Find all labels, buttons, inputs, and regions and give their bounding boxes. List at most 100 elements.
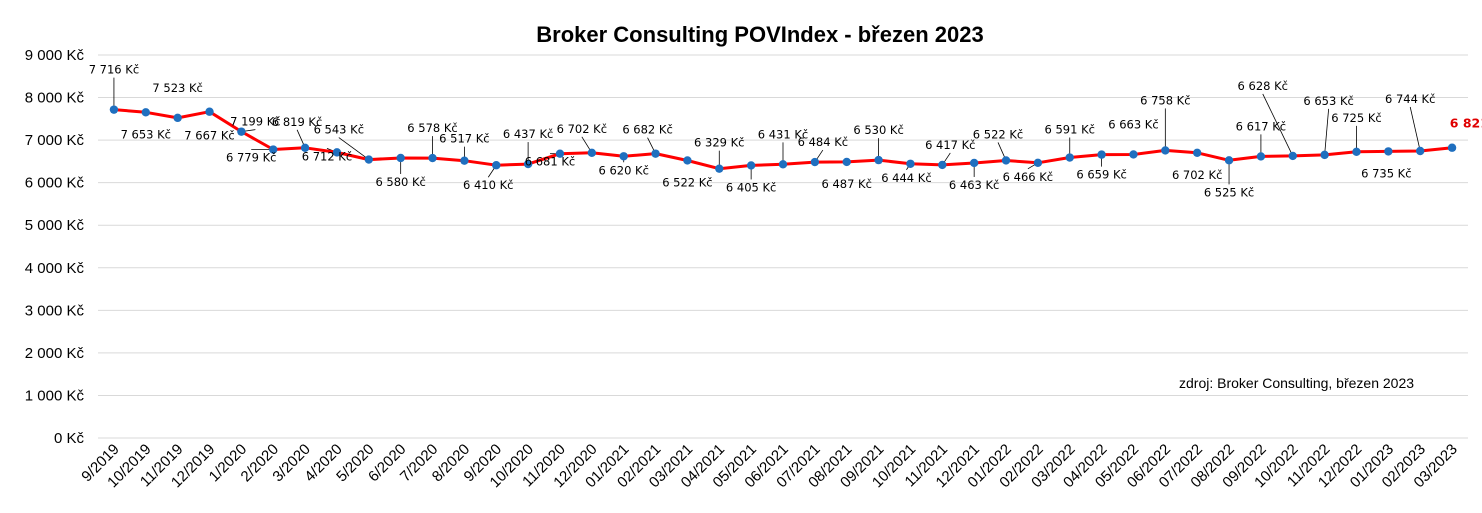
data-label: 6 517 Kč xyxy=(439,132,489,146)
data-label: 6 329 Kč xyxy=(694,136,744,150)
data-point xyxy=(428,153,437,163)
data-point xyxy=(587,148,597,157)
data-point xyxy=(1256,152,1266,161)
data-label: 6 744 Kč xyxy=(1385,92,1435,106)
y-tick-label: 6 000 Kč xyxy=(25,175,85,192)
y-tick-label: 4 000 Kč xyxy=(25,260,85,277)
data-point xyxy=(906,159,915,168)
data-label: 7 716 Kč xyxy=(89,63,139,77)
data-point xyxy=(651,149,660,158)
data-point xyxy=(683,156,692,165)
data-point xyxy=(109,105,119,114)
data-label: 6 525 Kč xyxy=(1204,185,1254,199)
data-label: 6 682 Kč xyxy=(622,123,672,137)
leader-line xyxy=(1262,93,1294,157)
data-point xyxy=(1384,147,1393,156)
data-label: 6 617 Kč xyxy=(1236,119,1286,133)
data-point xyxy=(237,127,246,136)
data-point xyxy=(1192,148,1202,157)
data-label: 6 653 Kč xyxy=(1303,94,1353,108)
data-point xyxy=(332,148,342,157)
data-label: 6 819 Kč xyxy=(272,115,322,129)
data-point xyxy=(523,159,533,169)
data-point xyxy=(173,113,182,123)
data-label: 6 681 Kč xyxy=(525,155,575,169)
data-point xyxy=(619,152,628,161)
data-point xyxy=(205,107,214,116)
data-point xyxy=(715,164,724,173)
data-label: 7 523 Kč xyxy=(152,81,202,95)
data-point xyxy=(874,155,883,165)
y-tick-label: 3 000 Kč xyxy=(25,302,85,319)
data-label: 6 437 Kč xyxy=(503,127,553,141)
y-tick-label: 5 000 Kč xyxy=(25,217,85,234)
data-point xyxy=(1447,143,1457,152)
data-label: 6 712 Kč xyxy=(302,149,352,163)
data-label: 6 663 Kč xyxy=(1108,117,1158,131)
leader-line xyxy=(338,137,370,160)
data-point xyxy=(460,156,469,165)
y-tick-label: 1 000 Kč xyxy=(25,387,85,404)
data-point xyxy=(1416,146,1425,156)
data-label: 6 702 Kč xyxy=(557,122,607,136)
data-label: 6 758 Kč xyxy=(1140,93,1190,107)
y-axis-ticks: 0 Kč 1 000 Kč 2 000 Kč 3 000 Kč 4 000 Kč 5 00… xyxy=(25,47,85,447)
data-point xyxy=(1001,156,1011,165)
data-label: 6 578 Kč xyxy=(407,121,457,135)
data-point xyxy=(1129,150,1138,159)
data-label: 6 522 Kč xyxy=(662,175,712,189)
data-label: 6 620 Kč xyxy=(598,163,648,177)
data-label: 6 702 Kč xyxy=(1172,168,1222,182)
data-label: 6 725 Kč xyxy=(1331,111,1381,125)
data-point xyxy=(1288,151,1297,161)
data-label: 6 543 Kč xyxy=(314,123,364,137)
data-label: 6 487 Kč xyxy=(821,177,871,191)
data-label: 6 591 Kč xyxy=(1045,123,1095,137)
data-point xyxy=(1097,150,1106,159)
y-tick-label: 9 000 Kč xyxy=(25,47,85,64)
series-markers xyxy=(109,105,1457,173)
data-label: 6 580 Kč xyxy=(375,175,425,189)
data-label: 7 199 Kč xyxy=(230,115,280,129)
data-label: 6 659 Kč xyxy=(1076,168,1126,182)
data-label: 6 405 Kč xyxy=(726,180,776,194)
data-label: 7 653 Kč xyxy=(121,127,171,141)
data-label: 6 466 Kč xyxy=(1003,170,1053,184)
data-point xyxy=(938,160,947,170)
y-tick-label: 8 000 Kč xyxy=(25,90,85,107)
data-point xyxy=(300,143,310,153)
data-label: 6 484 Kč xyxy=(798,135,848,149)
data-point xyxy=(810,157,820,167)
chart-title: Broker Consulting POVIndex - březen 2023 xyxy=(536,22,983,47)
y-tick-label: 0 Kč xyxy=(54,430,85,447)
data-point xyxy=(778,160,788,169)
data-point xyxy=(396,153,405,163)
data-point xyxy=(364,155,374,164)
source-note: zdroj: Broker Consulting, březen 2023 xyxy=(1179,375,1414,391)
data-label: 6 410 Kč xyxy=(463,178,513,192)
leader-line xyxy=(1409,106,1421,152)
y-tick-label: 2 000 Kč xyxy=(25,345,85,362)
data-label: 6 779 Kč xyxy=(226,151,276,165)
data-point xyxy=(1224,156,1234,165)
data-point xyxy=(1065,153,1074,162)
data-point xyxy=(1161,146,1170,155)
gridlines xyxy=(98,54,1468,439)
data-point xyxy=(1320,150,1329,160)
data-point xyxy=(1033,158,1043,168)
data-point xyxy=(842,157,851,167)
data-point xyxy=(1352,147,1361,157)
data-point xyxy=(555,149,565,158)
data-point xyxy=(141,108,150,117)
data-label: 6 431 Kč xyxy=(758,127,808,141)
data-label: 7 667 Kč xyxy=(184,129,234,143)
data-label: 6 417 Kč xyxy=(925,138,975,152)
data-point xyxy=(969,158,979,168)
data-point xyxy=(269,145,278,154)
data-point xyxy=(746,161,756,170)
data-label: 6 735 Kč xyxy=(1361,166,1411,180)
data-label: 6 444 Kč xyxy=(881,171,931,185)
